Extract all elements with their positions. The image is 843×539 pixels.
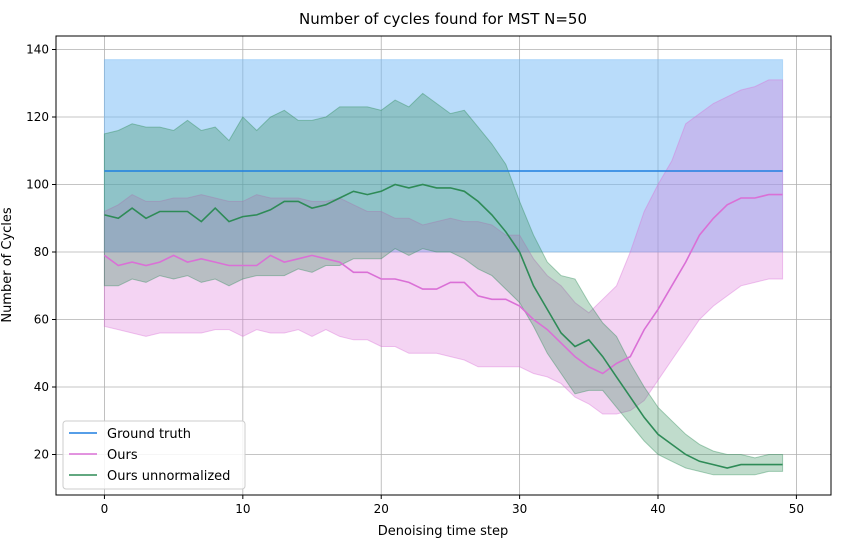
legend-box [62, 420, 246, 490]
legend-label-1: Ours [107, 448, 138, 463]
legend-label-2: Ours unnormalized [107, 469, 230, 484]
x-tick-label: 10 [235, 502, 250, 516]
y-tick-label: 100 [26, 178, 49, 192]
x-axis-label: Denoising time step [378, 524, 508, 539]
legend: Ground truth Ours Ours unnormalized [62, 420, 246, 490]
y-tick-label: 140 [26, 43, 49, 57]
x-tick-label: 0 [101, 502, 109, 516]
y-tick-label: 60 [34, 313, 49, 327]
band-1 [103, 79, 784, 415]
series-line-2 [104, 183, 783, 469]
x-tick-label: 40 [650, 502, 665, 516]
y-tick-label: 20 [34, 448, 49, 462]
band-2 [103, 92, 784, 476]
y-axis-label: Number of Cycles [0, 207, 15, 323]
axes-frame [55, 35, 832, 496]
chart-title: Number of cycles found for MST N=50 [299, 10, 587, 28]
y-tick-label: 120 [26, 110, 49, 124]
series-line-1 [103, 193, 783, 375]
x-tick-label: 20 [374, 502, 389, 516]
y-tick-label: 40 [34, 380, 49, 394]
x-tick-label: 30 [512, 502, 527, 516]
plot-area: 0 10 20 30 40 50 20 40 60 80 100 120 140 Ground truth… [26, 35, 832, 516]
y-tick-label: 80 [34, 245, 49, 259]
x-tick-label: 50 [789, 502, 804, 516]
band-0 [103, 59, 784, 253]
legend-label-0: Ground truth [107, 427, 191, 442]
